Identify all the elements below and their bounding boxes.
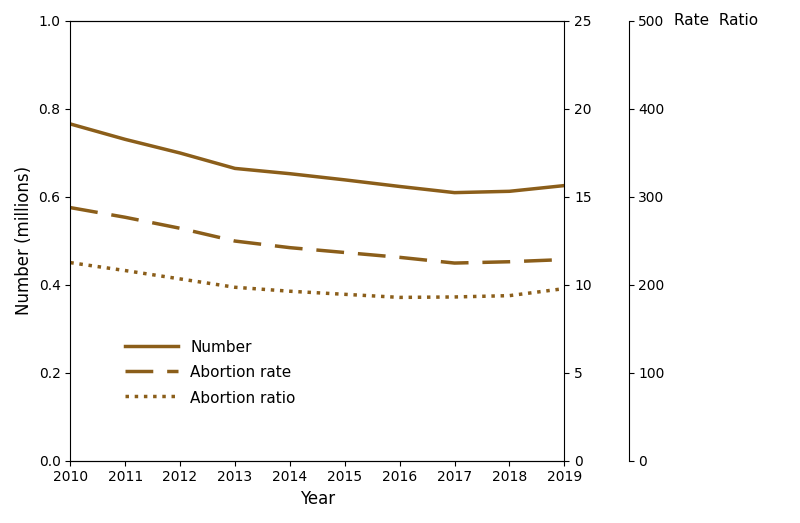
Abortion ratio: [395, 294, 405, 301]
Abortion ratio: [340, 291, 350, 298]
Abortion rate: [395, 254, 405, 260]
Number: [340, 177, 350, 183]
Abortion ratio: [120, 267, 130, 274]
Line: Number: Number: [70, 124, 564, 192]
Abortion ratio: [230, 284, 240, 290]
Number: [120, 136, 130, 142]
Number: [559, 183, 569, 189]
Number: [505, 188, 514, 195]
Abortion ratio: [285, 288, 294, 294]
Abortion ratio: [450, 294, 459, 300]
Legend: Number, Abortion rate, Abortion ratio: Number, Abortion rate, Abortion ratio: [113, 327, 308, 418]
Number: [450, 189, 459, 196]
Abortion rate: [175, 225, 185, 231]
Abortion rate: [340, 249, 350, 256]
Abortion ratio: [505, 292, 514, 299]
Number: [175, 150, 185, 156]
Abortion ratio: [66, 259, 75, 266]
Abortion rate: [230, 238, 240, 244]
Number: [230, 165, 240, 172]
Number: [395, 184, 405, 190]
Text: Rate  Ratio: Rate Ratio: [674, 13, 758, 28]
Line: Abortion ratio: Abortion ratio: [70, 263, 564, 298]
Abortion ratio: [559, 286, 569, 292]
Abortion rate: [285, 245, 294, 251]
Line: Abortion rate: Abortion rate: [70, 208, 564, 263]
Abortion rate: [66, 204, 75, 211]
Abortion rate: [450, 260, 459, 266]
Abortion rate: [559, 256, 569, 263]
Number: [66, 121, 75, 127]
Number: [285, 170, 294, 177]
Abortion rate: [505, 258, 514, 265]
Abortion rate: [120, 214, 130, 220]
X-axis label: Year: Year: [300, 490, 335, 508]
Y-axis label: Number (millions): Number (millions): [15, 166, 33, 315]
Abortion ratio: [175, 276, 185, 282]
